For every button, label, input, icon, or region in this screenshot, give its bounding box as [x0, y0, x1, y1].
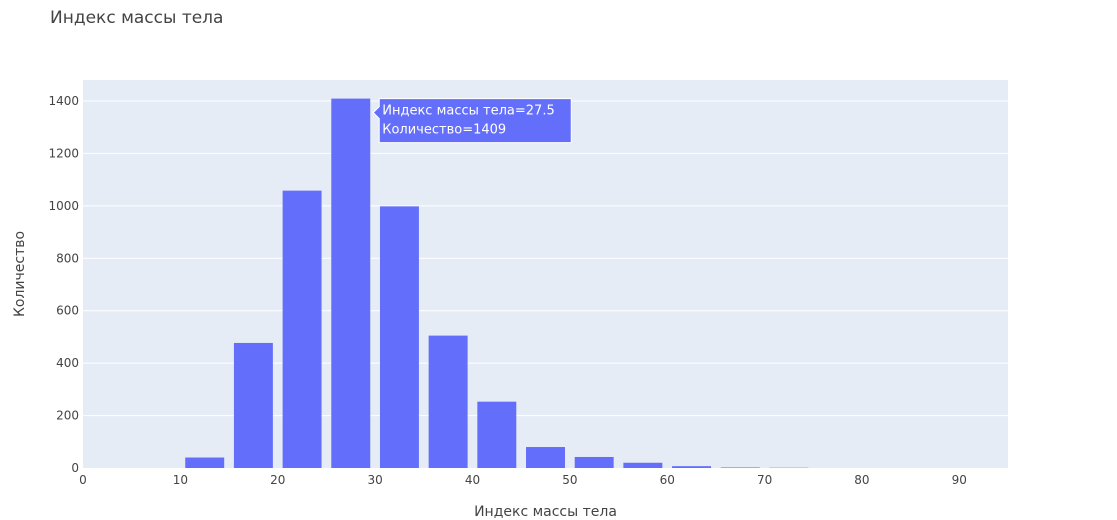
x-tick-label: 60: [660, 473, 675, 487]
x-tick-label: 10: [173, 473, 188, 487]
histogram-bar[interactable]: [282, 190, 322, 468]
histogram-bar[interactable]: [379, 206, 419, 468]
histogram-bar[interactable]: [574, 456, 614, 468]
histogram-bar[interactable]: [672, 466, 712, 468]
y-axis-label: Количество: [12, 231, 28, 317]
histogram-bar[interactable]: [477, 401, 517, 468]
tooltip-line-2: Количество=1409: [382, 123, 506, 138]
y-tick-label: 1000: [48, 199, 79, 213]
y-tick-label: 600: [56, 304, 79, 318]
y-tick-label: 200: [56, 409, 79, 423]
x-tick-label: 0: [79, 473, 87, 487]
y-tick-label: 1200: [48, 146, 79, 160]
bars: [185, 98, 809, 468]
histogram-bar[interactable]: [331, 98, 371, 468]
x-axis-label: Индекс массы тела: [474, 504, 617, 520]
hover-tooltip: Индекс массы тела=27.5 Количество=1409: [372, 98, 572, 144]
histogram-bar[interactable]: [526, 447, 565, 468]
x-tick-label: 20: [270, 473, 285, 487]
y-axis-ticks: 0 200 400 600 800 1000 1200 1400: [48, 94, 79, 475]
x-tick-label: 70: [757, 473, 772, 487]
chart-title: Индекс массы тела: [50, 8, 224, 28]
histogram-bar[interactable]: [720, 467, 760, 468]
x-tick-label: 40: [465, 473, 480, 487]
y-tick-label: 0: [71, 461, 79, 475]
y-tick-label: 1400: [48, 94, 79, 108]
histogram-bar[interactable]: [233, 342, 273, 468]
histogram-bar[interactable]: [185, 457, 225, 468]
x-tick-label: 90: [952, 473, 967, 487]
x-axis-ticks: 0 10 20 30 40 50 60 70 80 90: [79, 473, 967, 487]
x-tick-label: 80: [854, 473, 869, 487]
tooltip-line-1: Индекс массы тела=27.5: [382, 104, 554, 119]
histogram-bar[interactable]: [428, 335, 468, 468]
x-tick-label: 30: [367, 473, 382, 487]
tooltip-box: [372, 98, 572, 144]
histogram-bar[interactable]: [623, 462, 663, 468]
y-tick-label: 400: [56, 356, 79, 370]
y-tick-label: 800: [56, 251, 79, 265]
x-tick-label: 50: [562, 473, 577, 487]
